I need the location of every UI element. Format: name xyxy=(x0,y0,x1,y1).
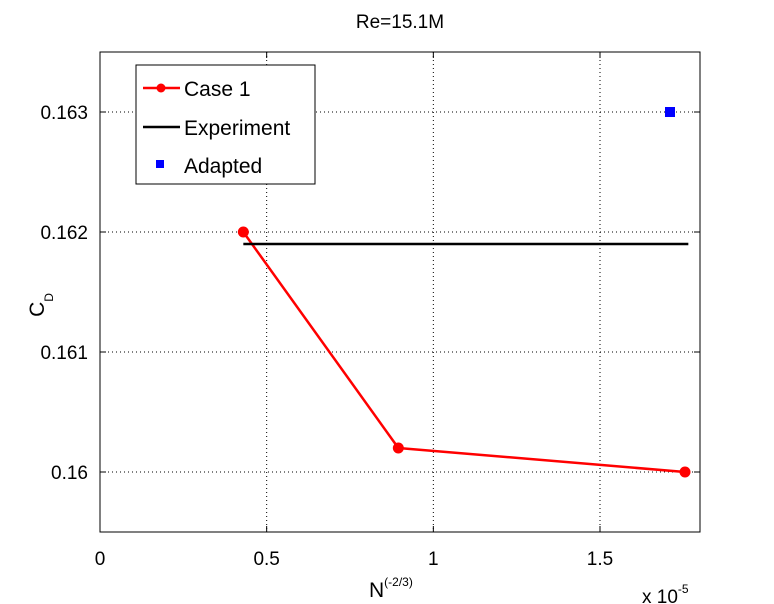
x-axis-label-base: N xyxy=(369,579,384,602)
y-tick-label: 0.16 xyxy=(51,463,88,484)
legend-box xyxy=(135,64,316,185)
y-axis-label-subscript: D xyxy=(42,293,56,302)
legend-experiment-label: Experiment xyxy=(184,117,290,140)
chart-title: Re=15.1M xyxy=(356,12,444,33)
x-scale-note-base: x 10 xyxy=(642,587,678,604)
x-tick-label: 0 xyxy=(95,549,106,570)
x-scale-note-exponent: -5 xyxy=(678,582,689,596)
axis-ticks: 0 0.5 1 1.5 0.16 0.161 0.162 0.163 xyxy=(40,52,700,570)
legend: Case 1 Experiment Adapted xyxy=(135,64,316,185)
y-tick-label: 0.161 xyxy=(40,343,88,364)
y-tick-label: 0.163 xyxy=(40,103,88,124)
legend-case1-swatch-marker xyxy=(156,83,166,93)
x-scale-note: x 10-5 xyxy=(642,582,689,604)
y-tick-label: 0.162 xyxy=(40,223,88,244)
x-tick-label: 0.5 xyxy=(253,549,279,570)
legend-case1-label: Case 1 xyxy=(184,78,251,101)
legend-adapted-label: Adapted xyxy=(184,155,262,178)
x-tick-label: 1 xyxy=(428,549,439,570)
y-axis-label: CD xyxy=(26,293,56,317)
case-1-point xyxy=(237,226,249,238)
case-1-point xyxy=(392,442,404,454)
series xyxy=(237,107,691,478)
case-1-point xyxy=(679,466,691,478)
x-axis-label-exponent: (-2/3) xyxy=(384,575,413,589)
x-tick-label: 1.5 xyxy=(587,549,613,570)
svg-text:CD: CD xyxy=(26,293,56,317)
x-axis-label: N(-2/3) xyxy=(369,575,413,602)
adapted-point xyxy=(665,107,675,117)
y-axis-label-base: C xyxy=(26,302,49,317)
legend-adapted-swatch xyxy=(156,160,164,168)
plot-area-frame xyxy=(99,51,701,533)
